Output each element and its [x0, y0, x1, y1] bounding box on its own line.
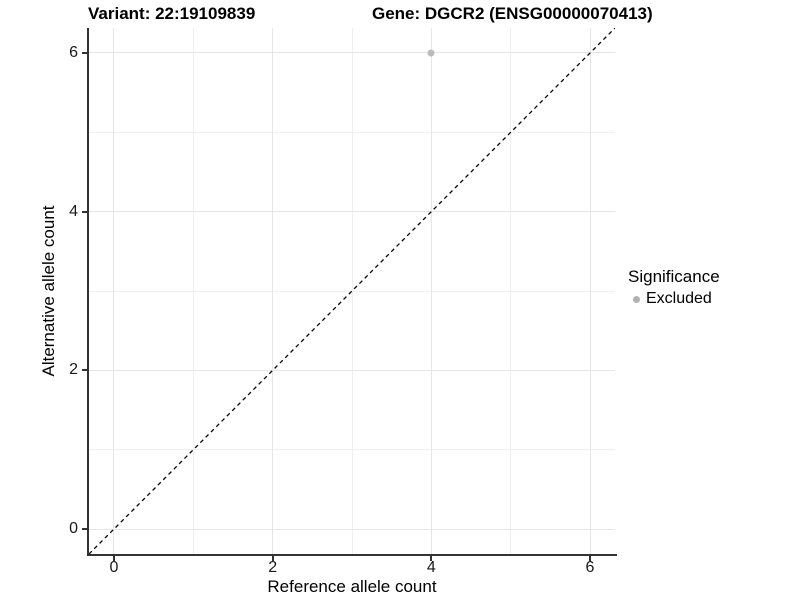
y-tick-label: 4	[69, 202, 78, 220]
plot-title-variant: Variant: 22:19109839	[88, 4, 256, 23]
legend-entry-excluded: Excluded	[628, 289, 720, 309]
plot-panel	[89, 28, 615, 554]
x-axis-label: Reference allele count	[267, 577, 437, 596]
gridline-major-y	[89, 369, 615, 371]
legend-title: Significance	[628, 267, 720, 286]
gridline-major-x	[272, 28, 274, 554]
y-tick-mark	[82, 210, 87, 213]
gridline-minor-y	[89, 449, 615, 451]
data-point	[427, 49, 435, 57]
gridline-major-y	[89, 528, 615, 530]
y-tick-label: 6	[69, 43, 78, 61]
gridline-major-x	[430, 28, 432, 554]
identity-line	[89, 28, 615, 554]
gridline-major-x	[113, 28, 115, 554]
identity-line-layer	[89, 28, 615, 554]
gridline-major-y	[89, 52, 615, 54]
y-axis-line	[87, 28, 89, 556]
x-tick-mark	[589, 556, 591, 561]
legend: Significance Excluded	[628, 266, 720, 309]
y-tick-label: 2	[69, 361, 78, 379]
x-tick-label: 6	[585, 559, 595, 576]
x-tick-mark	[430, 556, 433, 561]
plot-title-gene: Gene: DGCR2 (ENSG00000070413)	[372, 4, 653, 23]
x-tick-label: 0	[109, 559, 119, 576]
gridline-minor-y	[89, 131, 615, 133]
gridline-minor-y	[89, 290, 615, 292]
x-tick-mark	[112, 556, 115, 561]
gridline-major-y	[89, 211, 615, 213]
x-axis-line	[87, 554, 617, 556]
x-tick-label: 4	[426, 559, 436, 576]
gridline-major-x	[589, 28, 591, 554]
y-axis-label: Alternative allele count	[39, 205, 58, 377]
legend-key	[628, 291, 645, 308]
x-tick-label: 2	[268, 559, 278, 576]
y-tick-label: 0	[69, 520, 78, 537]
x-tick-mark	[271, 556, 274, 561]
y-tick-mark	[82, 51, 87, 54]
y-tick-mark	[82, 528, 87, 530]
legend-entry-label: Excluded	[646, 290, 712, 307]
y-tick-mark	[82, 369, 87, 372]
legend-point-icon	[633, 295, 640, 303]
